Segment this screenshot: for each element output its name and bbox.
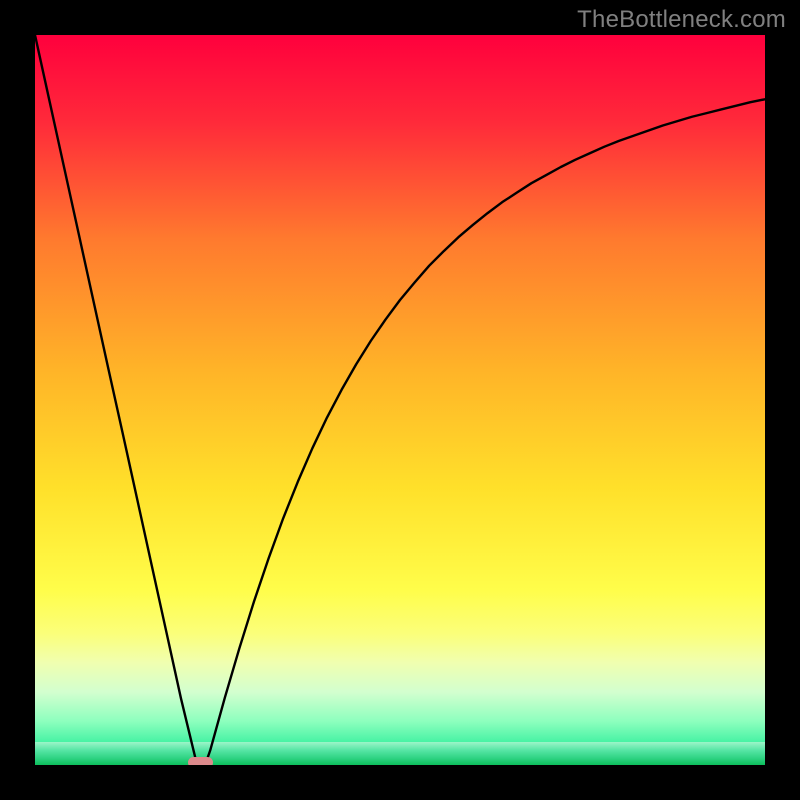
plot-area — [35, 35, 765, 765]
minimum-marker — [188, 757, 213, 765]
bottleneck-curve — [35, 35, 765, 765]
chart-frame: TheBottleneck.com — [0, 0, 800, 800]
watermark-text: TheBottleneck.com — [577, 6, 786, 34]
